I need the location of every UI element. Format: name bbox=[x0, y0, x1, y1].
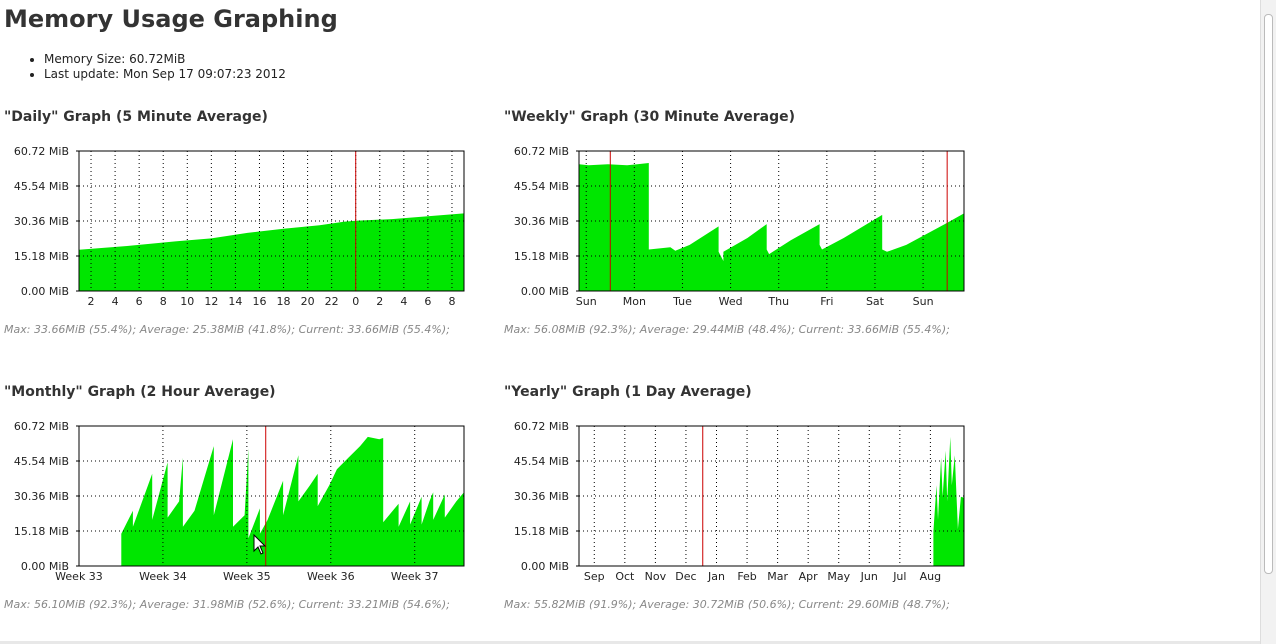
page-title: Memory Usage Graphing bbox=[4, 5, 338, 33]
y-tick-label: 30.36 MiB bbox=[514, 490, 569, 503]
weekly-graph-title: "Weekly" Graph (30 Minute Average) bbox=[504, 109, 796, 125]
x-tick-label: Aug bbox=[920, 570, 941, 583]
x-tick-label: 4 bbox=[400, 295, 407, 308]
x-tick-label: Week 34 bbox=[139, 570, 187, 583]
x-tick-label: 16 bbox=[252, 295, 266, 308]
x-tick-label: Sun bbox=[576, 295, 597, 308]
x-tick-label: Sat bbox=[866, 295, 885, 308]
monthly-graph-title: "Monthly" Graph (2 Hour Average) bbox=[4, 384, 276, 400]
daily-stats: Max: 33.66MiB (55.4%); Average: 25.38MiB… bbox=[4, 323, 450, 336]
x-tick-label: Sep bbox=[584, 570, 605, 583]
y-tick-label: 15.18 MiB bbox=[514, 525, 569, 538]
info-list: Memory Size: 60.72MiB Last update: Mon S… bbox=[26, 52, 286, 82]
daily-graph-title: "Daily" Graph (5 Minute Average) bbox=[4, 109, 268, 125]
y-tick-label: 15.18 MiB bbox=[14, 250, 69, 263]
x-tick-label: Mon bbox=[623, 295, 646, 308]
y-tick-label: 60.72 MiB bbox=[14, 420, 69, 433]
x-tick-label: Jan bbox=[707, 570, 725, 583]
y-tick-label: 15.18 MiB bbox=[14, 525, 69, 538]
x-tick-label: 8 bbox=[160, 295, 167, 308]
y-tick-label: 15.18 MiB bbox=[514, 250, 569, 263]
x-tick-label: Feb bbox=[737, 570, 756, 583]
x-tick-label: 2 bbox=[88, 295, 95, 308]
y-tick-label: 30.36 MiB bbox=[14, 490, 69, 503]
x-tick-label: 18 bbox=[277, 295, 291, 308]
y-tick-label: 30.36 MiB bbox=[14, 215, 69, 228]
y-tick-label: 60.72 MiB bbox=[514, 420, 569, 433]
y-tick-label: 0.00 MiB bbox=[521, 560, 569, 573]
weekly-graph: 60.72 MiB 45.54 MiB 30.36 MiB 15.18 MiB 0.00… bbox=[514, 145, 965, 308]
last-update-item: Last update: Mon Sep 17 09:07:23 2012 bbox=[44, 67, 286, 82]
bottom-edge bbox=[0, 641, 1260, 644]
y-tick-label: 0.00 MiB bbox=[521, 285, 569, 298]
x-tick-label: Week 35 bbox=[223, 570, 271, 583]
x-tick-label: Week 37 bbox=[391, 570, 439, 583]
y-tick-label: 30.36 MiB bbox=[514, 215, 569, 228]
monthly-stats: Max: 56.10MiB (92.3%); Average: 31.98MiB… bbox=[4, 598, 450, 611]
x-tick-label: Sun bbox=[913, 295, 934, 308]
daily-graph: 60.72 MiB 45.54 MiB 30.36 MiB 15.18 MiB 0.00… bbox=[14, 145, 465, 308]
x-tick-label: 20 bbox=[301, 295, 315, 308]
plot-frame bbox=[578, 150, 965, 292]
x-tick-label: 22 bbox=[325, 295, 339, 308]
yearly-graph-title: "Yearly" Graph (1 Day Average) bbox=[504, 384, 752, 400]
x-tick-label: Mar bbox=[767, 570, 788, 583]
x-tick-label: Week 33 bbox=[55, 570, 103, 583]
plot-frame bbox=[578, 425, 965, 567]
yearly-stats: Max: 55.82MiB (91.9%); Average: 30.72MiB… bbox=[504, 598, 950, 611]
y-tick-label: 60.72 MiB bbox=[514, 145, 569, 158]
x-tick-label: Jun bbox=[860, 570, 878, 583]
x-tick-label: Fri bbox=[820, 295, 833, 308]
x-tick-label: Dec bbox=[675, 570, 696, 583]
mouse-cursor-icon bbox=[253, 534, 267, 555]
x-tick-label: Oct bbox=[615, 570, 635, 583]
x-tick-label: Wed bbox=[719, 295, 743, 308]
scrollbar-thumb[interactable] bbox=[1264, 14, 1273, 574]
x-tick-label: 4 bbox=[112, 295, 119, 308]
plot-frame bbox=[78, 425, 465, 567]
x-tick-label: 2 bbox=[376, 295, 383, 308]
x-tick-label: 10 bbox=[180, 295, 194, 308]
y-tick-label: 0.00 MiB bbox=[21, 285, 69, 298]
memory-area-series bbox=[579, 163, 964, 291]
x-tick-label: Jul bbox=[892, 570, 906, 583]
x-tick-label: 6 bbox=[136, 295, 143, 308]
x-tick-label: Week 36 bbox=[307, 570, 355, 583]
y-tick-label: 45.54 MiB bbox=[514, 180, 569, 193]
memory-area-series bbox=[79, 436, 464, 566]
x-tick-label: May bbox=[827, 570, 850, 583]
memory-area-series bbox=[579, 436, 964, 566]
y-tick-label: 45.54 MiB bbox=[14, 455, 69, 468]
x-tick-label: 14 bbox=[228, 295, 242, 308]
memory-size-item: Memory Size: 60.72MiB bbox=[44, 52, 286, 67]
monthly-graph: 60.72 MiB 45.54 MiB 30.36 MiB 15.18 MiB 0.00… bbox=[14, 420, 465, 583]
x-tick-label: 0 bbox=[352, 295, 359, 308]
y-tick-label: 0.00 MiB bbox=[21, 560, 69, 573]
weekly-stats: Max: 56.08MiB (92.3%); Average: 29.44MiB… bbox=[504, 323, 950, 336]
plot-frame bbox=[78, 150, 465, 292]
x-tick-label: Tue bbox=[672, 295, 692, 308]
x-tick-label: Thu bbox=[767, 295, 789, 308]
y-tick-label: 60.72 MiB bbox=[14, 145, 69, 158]
memory-area-series bbox=[79, 213, 464, 291]
x-tick-label: 6 bbox=[424, 295, 431, 308]
yearly-graph: 60.72 MiB 45.54 MiB 30.36 MiB 15.18 MiB 0.00… bbox=[514, 420, 965, 583]
x-tick-label: Apr bbox=[799, 570, 819, 583]
page-scrollbar[interactable] bbox=[1260, 0, 1276, 644]
y-tick-label: 45.54 MiB bbox=[14, 180, 69, 193]
x-tick-label: 8 bbox=[448, 295, 455, 308]
x-tick-label: Nov bbox=[645, 570, 667, 583]
y-tick-label: 45.54 MiB bbox=[514, 455, 569, 468]
x-tick-label: 12 bbox=[204, 295, 218, 308]
